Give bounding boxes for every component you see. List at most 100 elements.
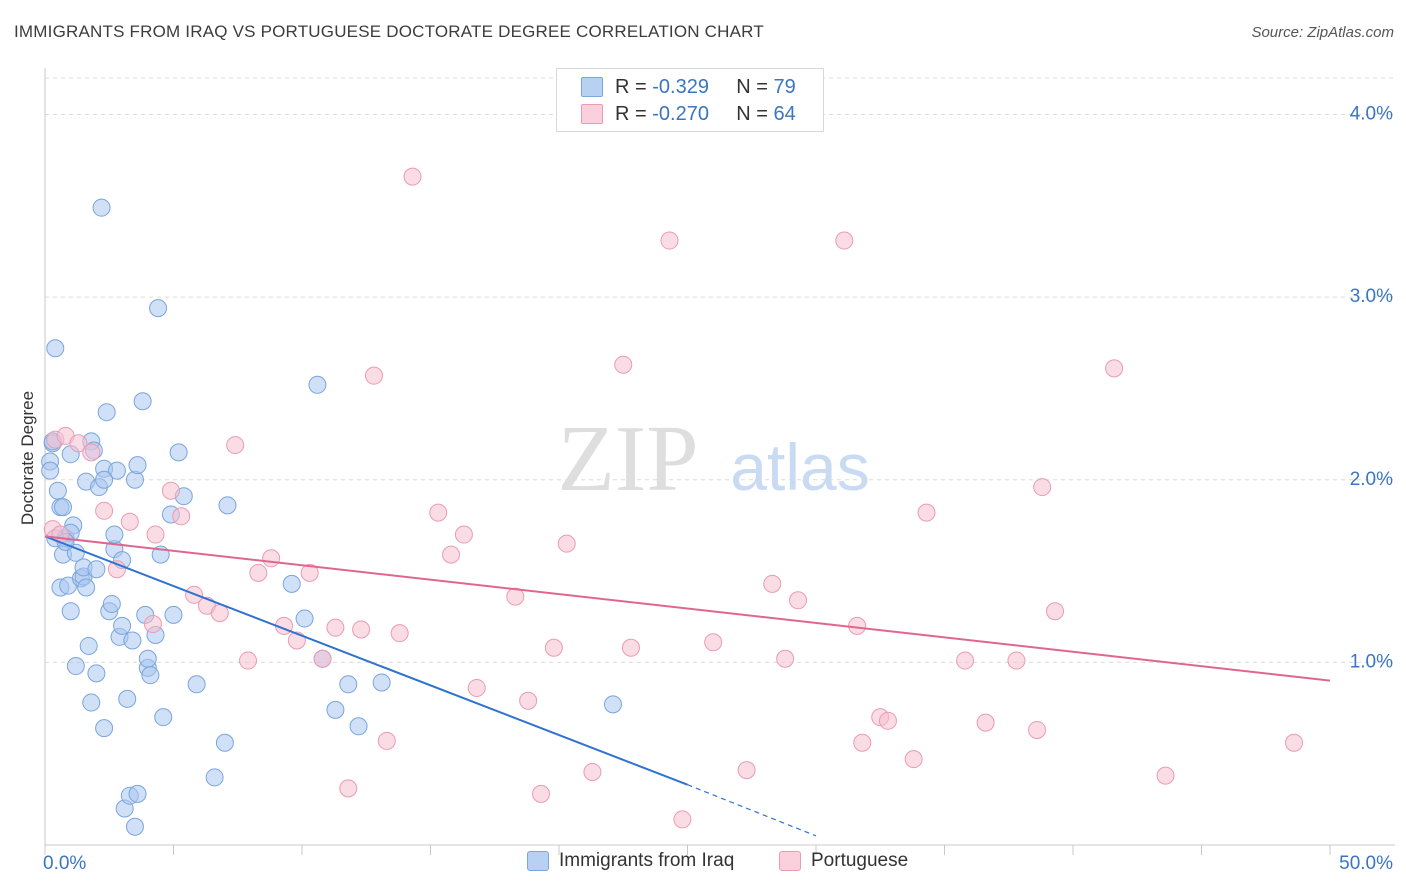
data-point-portuguese [120,512,139,531]
watermark-atlas: atlas [730,430,869,504]
data-point-iraq [77,578,96,597]
data-point-portuguese [704,633,723,652]
data-point-iraq [215,733,234,752]
data-point-portuguese [249,563,268,582]
data-point-iraq [125,470,144,489]
bottom-legend-swatch-portuguese [779,851,801,871]
data-point-portuguese [519,691,538,710]
data-point-portuguese [776,649,795,668]
bottom-legend-iraq: Immigrants from Iraq [527,850,734,872]
data-point-iraq [97,403,116,422]
data-point-iraq [105,525,124,544]
data-point-portuguese [1007,651,1026,670]
data-point-iraq [339,675,358,694]
data-point-iraq [107,461,126,480]
grid-lines [45,77,1395,663]
data-point-portuguese [429,503,448,522]
data-point-iraq [92,198,111,217]
data-point-iraq [169,443,188,462]
y-tick-label: 2.0% [1350,469,1393,490]
data-point-iraq [205,768,224,787]
data-point-portuguese [467,678,486,697]
data-point-iraq [164,605,183,624]
data-point-portuguese [143,615,162,634]
bottom-legend-portuguese: Portuguese [779,850,908,872]
data-point-iraq [41,461,60,480]
data-point-portuguese [506,587,525,606]
data-point-iraq [282,574,301,593]
data-point-portuguese [1028,720,1047,739]
data-point-portuguese [69,434,88,453]
data-point-iraq [154,708,173,727]
stats-legend: R = -0.329 N = 79 R = -0.270 N = 64 [556,68,824,132]
data-point-portuguese [904,750,923,769]
x-tick-label: 50.0% [1339,853,1393,874]
legend-r-label: R = [615,75,647,98]
data-point-iraq [48,481,67,500]
data-point-iraq [61,602,80,621]
data-point-iraq [138,649,157,668]
trend-line-portuguese [44,535,1331,682]
data-point-portuguese [1285,733,1304,752]
data-point-iraq [95,470,114,489]
data-point-portuguese [146,525,165,544]
data-point-portuguese [262,549,281,568]
legend-r-value-portuguese: -0.270 [652,102,709,125]
data-point-portuguese [364,366,383,385]
data-point-portuguese [339,779,358,798]
legend-n-label: N = [736,75,768,98]
data-point-portuguese [621,638,640,657]
data-point-iraq [128,784,147,803]
data-point-portuguese [226,436,245,455]
y-tick-label: 3.0% [1350,286,1393,307]
data-point-portuguese [300,563,319,582]
data-point-portuguese [614,355,633,374]
data-point-iraq [187,675,206,694]
data-point-portuguese [1046,602,1065,621]
chart-title: IMMIGRANTS FROM IRAQ VS PORTUGUESE DOCTO… [14,22,764,41]
bottom-legend-swatch-iraq [527,851,549,871]
data-point-iraq [87,560,106,579]
data-point-iraq [53,498,72,517]
data-point-portuguese [1033,478,1052,497]
watermark: ZIP atlas [558,407,870,511]
data-point-portuguese [403,167,422,186]
data-point-portuguese [956,651,975,670]
data-point-portuguese [917,503,936,522]
data-point-portuguese [853,733,872,752]
tick-labels: 1.0% 2.0% 3.0% 4.0% 0.0% 50.0% [43,104,1393,874]
legend-row-portuguese: R = -0.270 N = 64 [581,101,796,127]
data-point-portuguese [390,624,409,643]
data-point-portuguese [878,711,897,730]
legend-r-label: R = [615,102,647,125]
data-point-portuguese [660,231,679,250]
data-point-iraq [79,636,98,655]
data-point-portuguese [442,545,461,564]
y-axis-label: Doctorate Degree [18,391,37,525]
data-point-iraq [603,695,622,714]
legend-n-label: N = [736,102,768,125]
legend-r-value-iraq: -0.329 [652,75,709,98]
data-point-iraq [66,657,85,676]
data-point-iraq [349,717,368,736]
data-point-portuguese [763,574,782,593]
data-point-portuguese [532,784,551,803]
data-point-iraq [326,700,345,719]
data-point-iraq [46,339,65,358]
data-point-iraq [95,719,114,738]
legend-n-value-portuguese: 64 [773,102,796,125]
data-point-portuguese [544,638,563,657]
data-point-portuguese [172,507,191,526]
y-tick-label: 1.0% [1350,651,1393,672]
data-point-portuguese [161,481,180,500]
legend-swatch-portuguese [581,104,603,124]
trend-line-iraq [44,535,688,786]
legend-row-iraq: R = -0.329 N = 79 [581,74,796,100]
data-point-portuguese [737,761,756,780]
axes [44,68,1395,855]
data-point-iraq [218,496,237,515]
data-point-portuguese [239,651,258,670]
data-point-portuguese [976,713,995,732]
trend-line-iraq-extension [687,784,817,837]
